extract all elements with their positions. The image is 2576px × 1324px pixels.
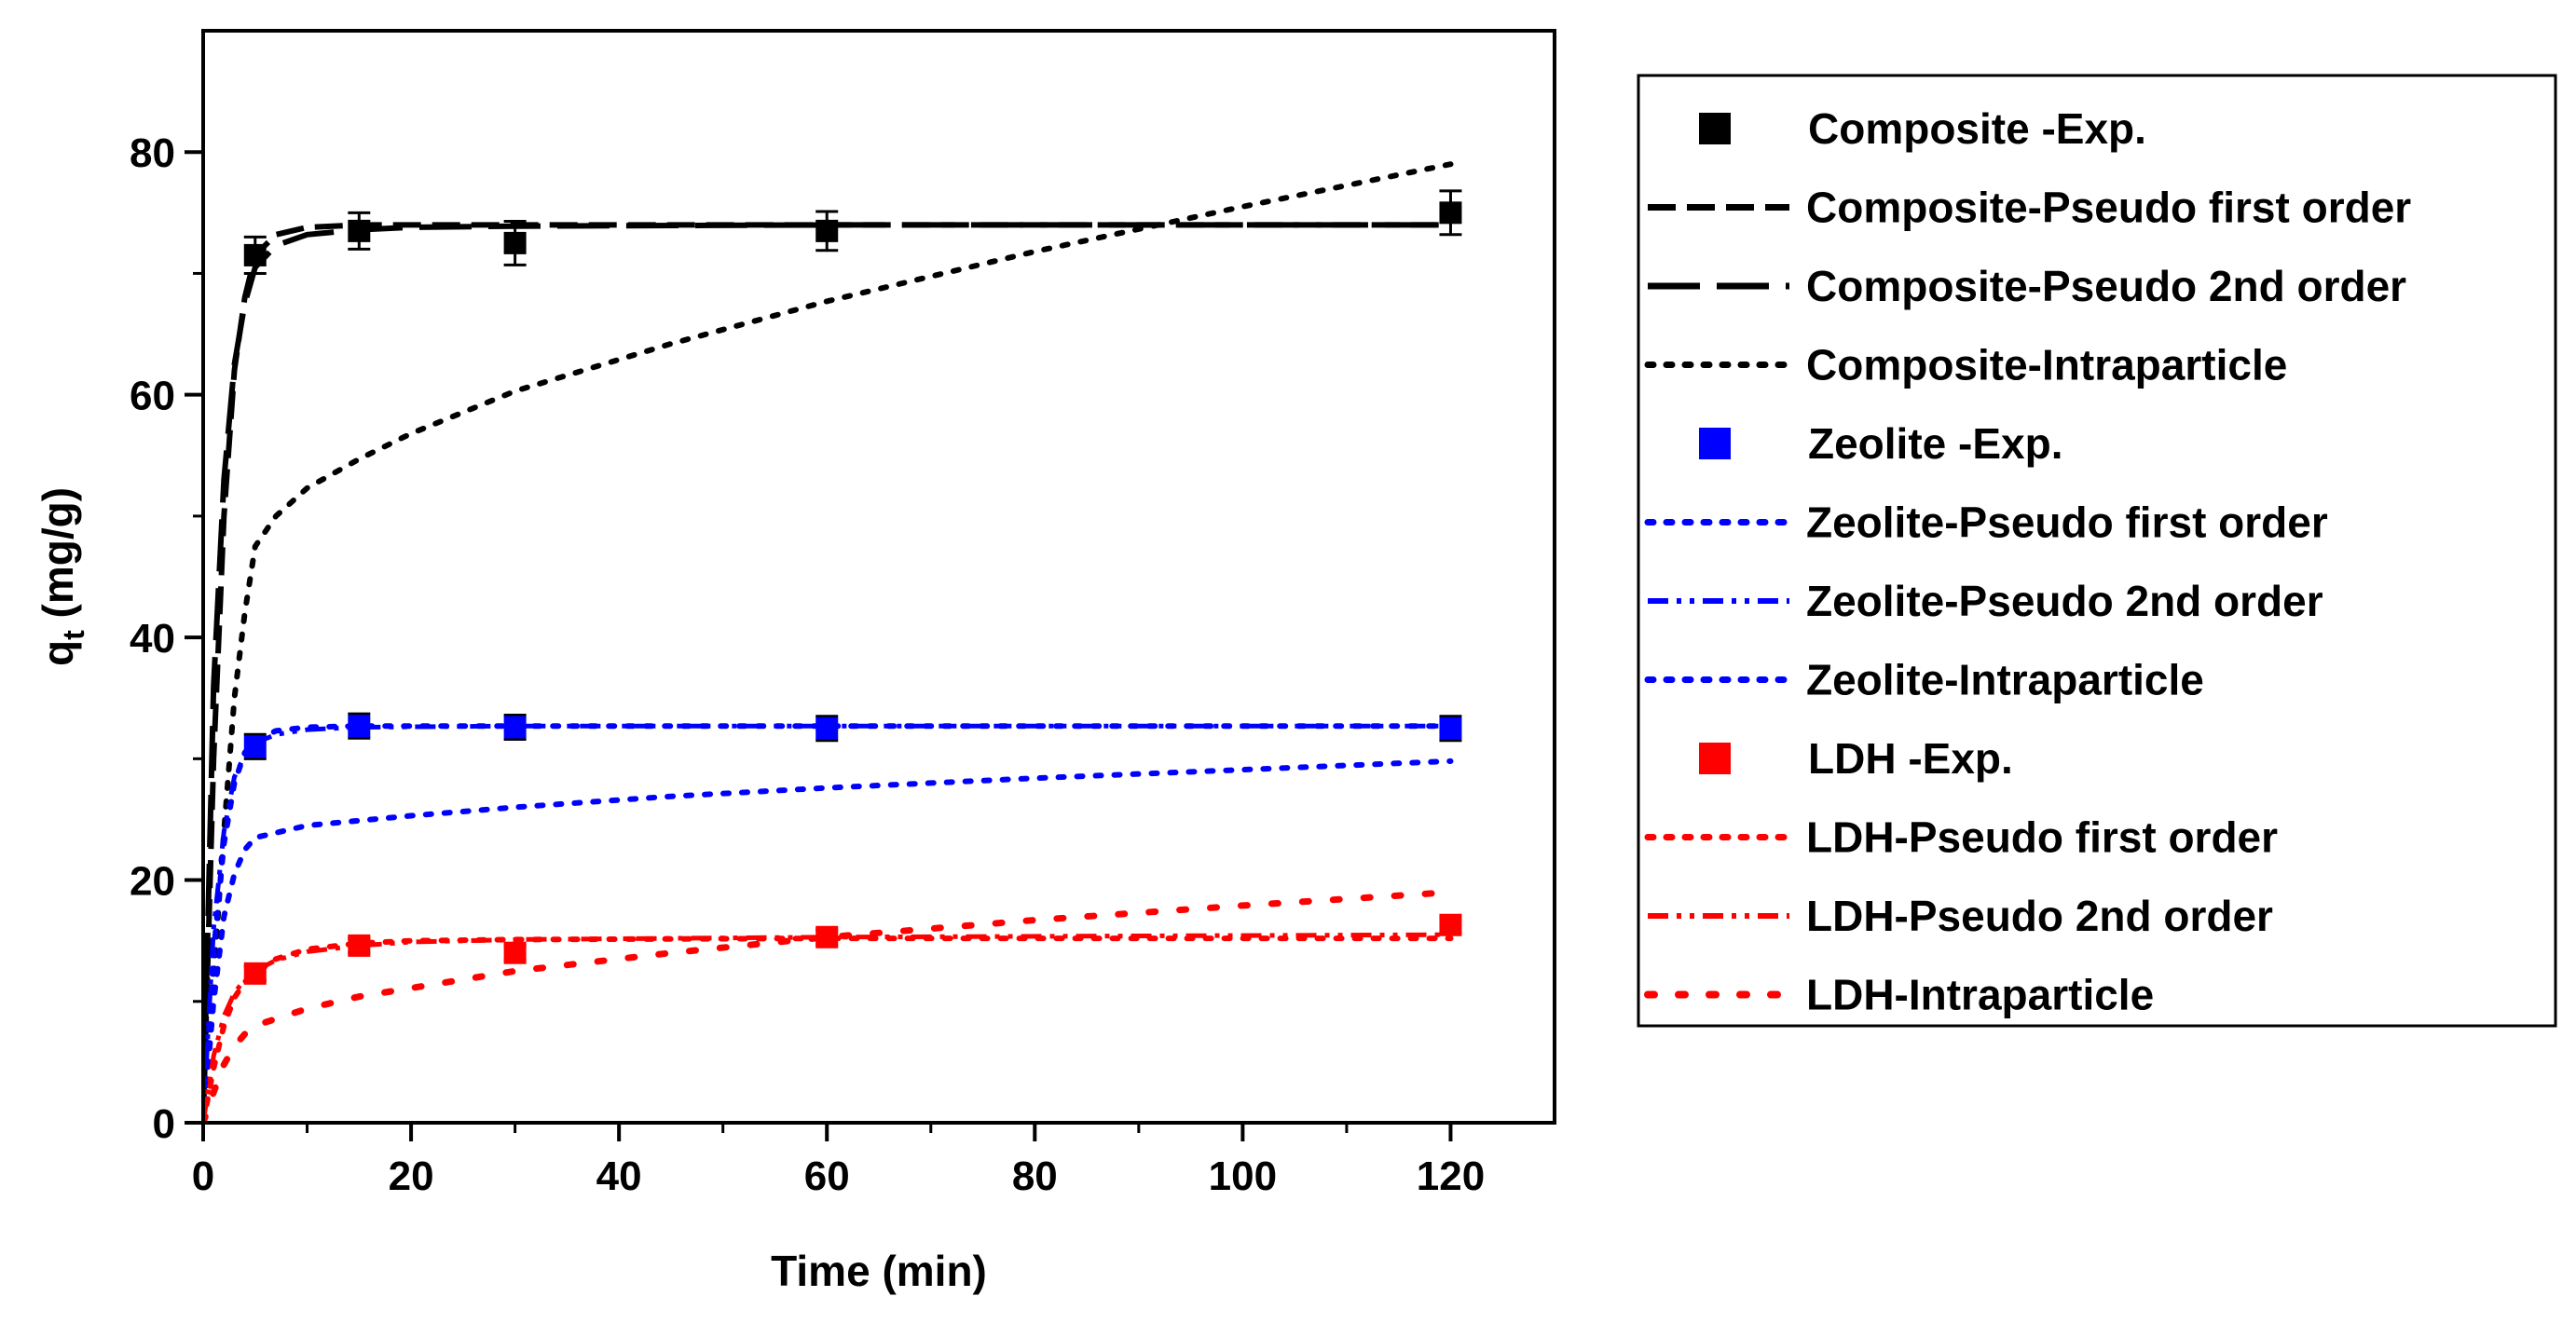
- data-point-zeolite-exp: [815, 715, 839, 743]
- data-point-composite-exp: [348, 211, 371, 251]
- legend-entry-zeolite-exp: Zeolite -Exp.: [1699, 419, 2062, 468]
- legend-marker: [1699, 743, 1731, 774]
- series-line-ldh-pseudo-2nd-order: [203, 932, 1451, 1123]
- y-tick-label: 80: [130, 130, 175, 176]
- data-point-composite-exp: [1439, 189, 1462, 237]
- y-tick-label: 0: [153, 1101, 175, 1147]
- legend-label: LDH-Pseudo 2nd order: [1806, 892, 2273, 940]
- x-tick-label: 100: [1209, 1153, 1277, 1199]
- data-point-composite-exp: [243, 235, 267, 275]
- legend-marker: [1699, 428, 1731, 459]
- y-tick-label: 20: [130, 859, 175, 905]
- series-line-ldh-pseudo-first-order: [203, 935, 1454, 1123]
- legend-entry-composite-exp: Composite -Exp.: [1699, 104, 2146, 153]
- square-marker: [243, 243, 267, 266]
- square-marker: [503, 231, 527, 254]
- data-point-ldh-exp: [1439, 913, 1462, 936]
- legend-entry-composite-pseudo-2nd-order: Composite-Pseudo 2nd order: [1648, 262, 2406, 310]
- series-line-zeolite-pseudo-first-order: [203, 723, 1454, 1123]
- legend-entry-ldh-exp: LDH -Exp.: [1699, 734, 2013, 783]
- data-point-ldh-exp: [503, 941, 527, 964]
- legend: Composite -Exp. Composite-Pseudo first or…: [1637, 74, 2557, 1028]
- y-axis-title-units: (mg/g): [34, 487, 82, 630]
- legend-entry-ldh-intraparticle: LDH-Intraparticle: [1644, 971, 2154, 1019]
- legend-label: Composite -Exp.: [1808, 104, 2146, 153]
- square-marker: [348, 715, 371, 738]
- legend-entry-zeolite-pseudo-first-order: Zeolite-Pseudo first order: [1644, 498, 2328, 547]
- data-point-ldh-exp: [815, 925, 839, 949]
- legend-marker: [1699, 113, 1731, 144]
- legend-label: Zeolite-Pseudo first order: [1806, 498, 2328, 547]
- square-marker: [503, 716, 527, 739]
- square-marker: [503, 941, 527, 964]
- legend-label: LDH -Exp.: [1808, 734, 2013, 783]
- legend-label: Composite-Pseudo first order: [1806, 184, 2411, 232]
- legend-entry-zeolite-pseudo-2nd-order: Zeolite-Pseudo 2nd order: [1648, 577, 2323, 625]
- series-line-composite-intraparticle: [203, 161, 1454, 1123]
- square-marker: [815, 717, 839, 740]
- data-point-zeolite-exp: [348, 712, 371, 740]
- x-tick-label: 0: [192, 1153, 214, 1199]
- series-line-composite-pseudo-first-order: [203, 222, 1451, 1123]
- square-marker: [815, 925, 839, 949]
- series-line-zeolite-intraparticle: [203, 758, 1454, 1123]
- x-tick-label: 40: [596, 1153, 642, 1199]
- legend-entry-ldh-pseudo-2nd-order: LDH-Pseudo 2nd order: [1648, 892, 2273, 940]
- plot-frame: [201, 29, 1556, 1125]
- legend-box: [1637, 74, 2557, 1028]
- legend-label: Zeolite-Intraparticle: [1806, 656, 2204, 704]
- square-marker: [348, 934, 371, 957]
- legend-entry-composite-intraparticle: Composite-Intraparticle: [1644, 341, 2287, 389]
- square-marker: [243, 962, 267, 985]
- square-marker: [815, 219, 839, 242]
- x-tick-label: 120: [1417, 1153, 1485, 1199]
- legend-label: LDH-Pseudo first order: [1806, 813, 2278, 862]
- y-axis-title: qt (mg/g): [34, 487, 90, 666]
- square-marker: [1439, 913, 1462, 936]
- axes: 0 20 40 60 80 100 120 0 20 40 60 80 Time (min) qt (mg…: [34, 29, 1556, 1295]
- y-tick-label: 60: [130, 374, 175, 419]
- x-axis-title: Time (min): [771, 1247, 987, 1295]
- legend-label: Zeolite -Exp.: [1808, 419, 2062, 468]
- data-point-zeolite-exp: [243, 732, 267, 760]
- data-point-zeolite-exp: [1439, 715, 1462, 743]
- legend-entry-composite-pseudo-first-order: Composite-Pseudo first order: [1648, 184, 2411, 232]
- square-marker: [243, 735, 267, 758]
- series-line-ldh-intraparticle: [203, 889, 1454, 1123]
- legend-label: Composite-Intraparticle: [1806, 341, 2287, 389]
- legend-entry-zeolite-intraparticle: Zeolite-Intraparticle: [1644, 656, 2204, 704]
- series-line-composite-pseudo-2nd-order: [203, 222, 1451, 1123]
- x-tick-label: 60: [804, 1153, 850, 1199]
- series-line-zeolite-pseudo-2nd-order: [203, 723, 1451, 1123]
- legend-label: Composite-Pseudo 2nd order: [1806, 262, 2406, 310]
- data-point-zeolite-exp: [503, 713, 527, 741]
- y-tick-label: 40: [130, 616, 175, 662]
- data-point-composite-exp: [815, 210, 839, 253]
- square-marker: [1439, 201, 1462, 225]
- y-axis-title-main: q: [34, 640, 82, 666]
- data-point-composite-exp: [503, 219, 527, 266]
- legend-label: Zeolite-Pseudo 2nd order: [1806, 577, 2323, 625]
- legend-label: LDH-Intraparticle: [1806, 971, 2154, 1019]
- square-marker: [1439, 717, 1462, 740]
- data-point-ldh-exp: [348, 934, 371, 957]
- x-tick-label: 20: [389, 1153, 434, 1199]
- square-marker: [348, 219, 371, 242]
- legend-entry-ldh-pseudo-first-order: LDH-Pseudo first order: [1644, 813, 2278, 862]
- x-tick-label: 80: [1012, 1153, 1058, 1199]
- plot-area: [203, 161, 1462, 1123]
- data-point-ldh-exp: [243, 962, 267, 985]
- y-axis-title-sub: t: [57, 630, 90, 640]
